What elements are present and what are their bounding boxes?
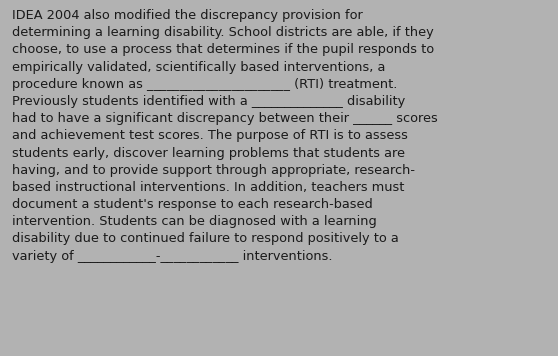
Text: IDEA 2004 also modified the discrepancy provision for
determining a learning dis: IDEA 2004 also modified the discrepancy … [12,9,438,263]
